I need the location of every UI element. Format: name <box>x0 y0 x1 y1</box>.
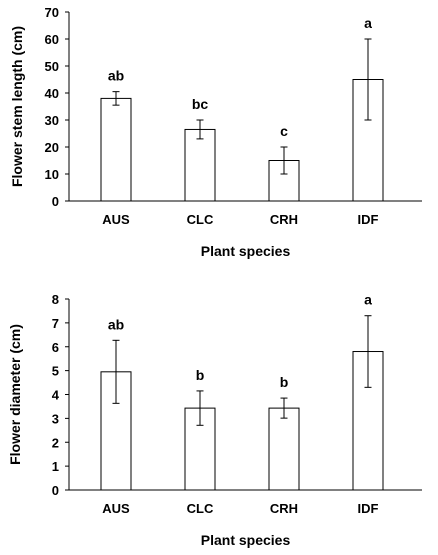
y-tick-label: 5 <box>52 364 59 379</box>
x-tick-label: CRH <box>270 501 298 516</box>
x-tick-label: AUS <box>102 212 130 227</box>
y-tick-label: 10 <box>45 167 59 182</box>
significance-letter: ab <box>108 316 124 332</box>
bar <box>268 160 300 202</box>
y-tick-label: 2 <box>52 435 59 450</box>
y-tick-label: 0 <box>52 194 59 209</box>
significance-letter: bc <box>192 96 209 112</box>
y-tick-label: 1 <box>52 459 59 474</box>
y-tick-label: 0 <box>52 483 59 498</box>
x-tick-label: IDF <box>358 212 379 227</box>
significance-letter: ab <box>108 68 124 84</box>
chart-flower-diameter: 0 1 2 3 4 5 6 7 8 ab AUS b CLC b CRH a IDF Plant species F… <box>7 292 422 548</box>
significance-letter: b <box>280 374 289 390</box>
y-tick-label: 7 <box>52 316 59 331</box>
significance-letter: b <box>196 367 205 383</box>
bar <box>184 407 216 491</box>
x-tick-label: CRH <box>270 212 298 227</box>
y-tick-label: 30 <box>45 113 59 128</box>
bar <box>184 128 216 202</box>
x-tick-label: IDF <box>358 501 379 516</box>
x-axis-title: Plant species <box>201 243 291 259</box>
x-axis-title: Plant species <box>201 532 291 548</box>
y-tick-label: 6 <box>52 340 59 355</box>
y-tick-label: 70 <box>45 5 59 20</box>
y-tick-label: 40 <box>45 86 59 101</box>
y-tick-label: 60 <box>45 32 59 47</box>
x-tick-label: AUS <box>102 501 130 516</box>
y-axis-title: Flower stem length (cm) <box>9 26 25 187</box>
x-tick-label: CLC <box>187 212 214 227</box>
y-tick-label: 3 <box>52 411 59 426</box>
bar <box>268 407 300 491</box>
y-tick-label: 20 <box>45 140 59 155</box>
significance-letter: a <box>364 292 372 308</box>
significance-letter: a <box>364 15 372 31</box>
chart-flower-stem-length: 0 10 20 30 40 50 60 70 ab AUS bc CLC c CRH a IDF Plant s… <box>9 5 422 259</box>
y-axis-title: Flower diameter (cm) <box>7 324 23 465</box>
x-tick-label: CLC <box>187 501 214 516</box>
y-tick-label: 4 <box>52 388 60 403</box>
y-tick-label: 50 <box>45 59 59 74</box>
significance-letter: c <box>280 123 288 139</box>
y-tick-label: 8 <box>52 292 59 307</box>
bar <box>100 97 132 202</box>
